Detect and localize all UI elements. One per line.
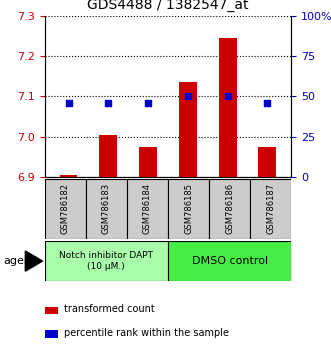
Point <box>106 100 111 106</box>
Bar <box>259 147 276 177</box>
Text: transformed count: transformed count <box>65 304 155 314</box>
Polygon shape <box>25 251 42 271</box>
Text: GSM786184: GSM786184 <box>143 183 152 234</box>
Bar <box>60 175 77 177</box>
Text: GSM786185: GSM786185 <box>184 183 193 234</box>
Text: percentile rank within the sample: percentile rank within the sample <box>65 328 229 338</box>
Bar <box>86 179 127 239</box>
Text: DMSO control: DMSO control <box>192 256 268 266</box>
Text: agent: agent <box>3 256 36 266</box>
Bar <box>99 135 117 177</box>
Title: GDS4488 / 1382547_at: GDS4488 / 1382547_at <box>87 0 249 12</box>
Text: Notch inhibitor DAPT
(10 μM.): Notch inhibitor DAPT (10 μM.) <box>59 251 153 271</box>
Bar <box>219 38 237 177</box>
Bar <box>127 179 168 239</box>
Bar <box>45 330 58 338</box>
Text: GSM786186: GSM786186 <box>225 183 234 234</box>
Bar <box>45 179 86 239</box>
Bar <box>45 241 168 281</box>
Point <box>66 100 71 106</box>
Text: GSM786182: GSM786182 <box>61 183 70 234</box>
Point <box>225 94 230 99</box>
Bar <box>139 147 157 177</box>
Text: GSM786187: GSM786187 <box>266 183 275 234</box>
Point <box>265 100 270 106</box>
Bar <box>179 82 197 177</box>
Bar <box>168 241 291 281</box>
Bar <box>168 179 209 239</box>
Point <box>145 100 151 106</box>
Point <box>185 94 191 99</box>
Bar <box>45 307 58 314</box>
Bar <box>250 179 291 239</box>
Text: GSM786183: GSM786183 <box>102 183 111 234</box>
Bar <box>209 179 250 239</box>
